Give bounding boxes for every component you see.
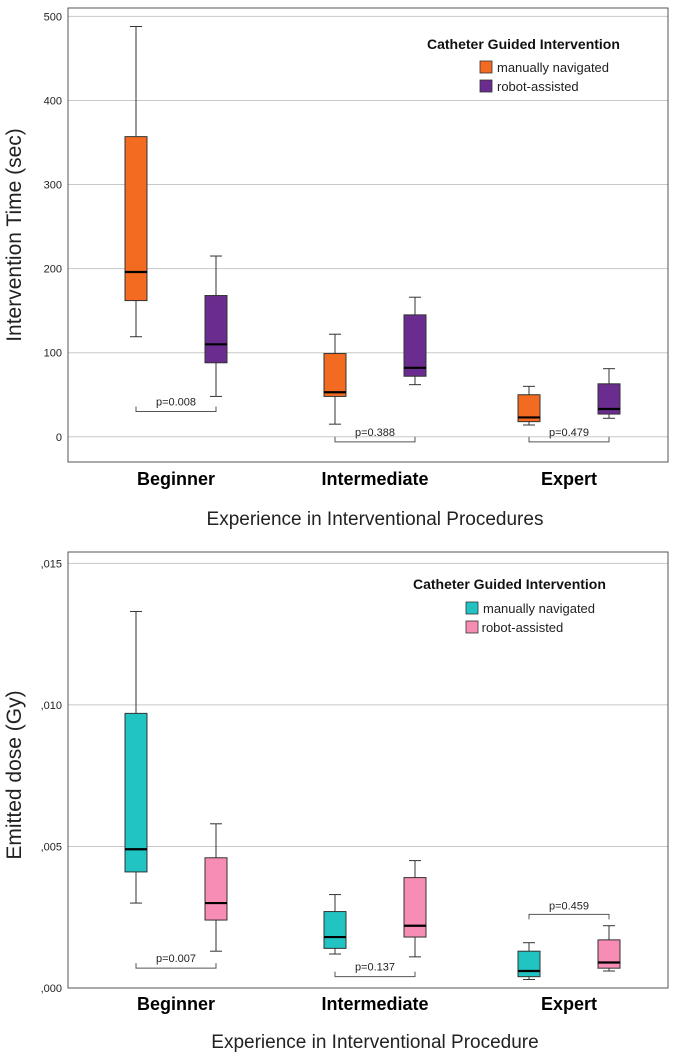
y-tick-label: 0 — [56, 432, 62, 444]
box-plots — [124, 610, 621, 981]
category-labels: Beginner Intermediate Expert — [137, 469, 597, 489]
p-value-bracket: p=0.479 — [528, 427, 610, 443]
box-iqr — [597, 383, 621, 415]
box-iqr — [403, 314, 427, 377]
p-value-label: p=0.008 — [156, 397, 196, 409]
gridlines — [68, 15, 668, 438]
y-axis-label: Intervention Time (sec) — [3, 128, 26, 342]
box-iqr — [323, 911, 347, 949]
p-value-label: p=0.007 — [156, 953, 196, 965]
box-plot — [323, 894, 347, 955]
box-plot — [597, 925, 621, 972]
category-label: Expert — [541, 469, 597, 489]
y-axis-label: Emitted dose (Gy) — [3, 690, 26, 859]
box-iqr — [204, 857, 228, 921]
y-tick-label: ,010 — [41, 700, 62, 712]
p-value-bracket: p=0.008 — [135, 397, 217, 413]
p-value-bracket: p=0.388 — [334, 427, 416, 443]
y-tick-labels: ,000 ,005 ,010 ,015 — [41, 558, 62, 995]
y-tick-label: 300 — [44, 180, 62, 192]
legend: Catheter Guided Intervention manually na… — [413, 576, 606, 635]
legend-item-robot: robot-assisted — [478, 620, 563, 635]
box-plot — [517, 385, 541, 426]
legend-item-manual: manually navigated — [483, 601, 595, 616]
legend-swatch-robot — [465, 620, 479, 634]
legend: Catheter Guided Intervention manually na… — [427, 36, 620, 94]
p-value-brackets: p=0.007 p=0.137 p=0.459 — [135, 900, 610, 978]
box-iqr — [124, 712, 148, 873]
box-plot — [323, 333, 347, 425]
bracket-line — [135, 963, 217, 969]
bracket-line — [528, 913, 610, 920]
y-tick-label: ,000 — [41, 983, 62, 995]
legend-title: Catheter Guided Intervention — [427, 36, 620, 52]
p-value-bracket: p=0.007 — [135, 953, 217, 969]
box-plot — [204, 823, 228, 952]
bracket-line — [334, 971, 416, 978]
x-axis-label: Experience in Interventional Procedures — [207, 509, 544, 530]
y-tick-label: 100 — [44, 348, 62, 360]
category-label: Intermediate — [321, 469, 428, 489]
legend-title: Catheter Guided Intervention — [413, 576, 606, 592]
y-tick-label: 200 — [44, 264, 62, 276]
bracket-line — [528, 436, 610, 443]
box-iqr — [403, 877, 427, 938]
box-iqr — [517, 394, 541, 423]
box-iqr — [204, 295, 228, 364]
category-labels: Beginner Intermediate Expert — [137, 994, 597, 1014]
p-value-label: p=0.388 — [355, 427, 395, 439]
box-iqr — [124, 136, 148, 302]
x-axis-label: Experience in Interventional Procedure — [211, 1032, 538, 1053]
y-tick-label: 400 — [44, 95, 62, 107]
legend-item-manual: manually navigated — [497, 60, 609, 75]
y-tick-label: ,015 — [41, 558, 62, 570]
box-iqr — [323, 353, 347, 397]
p-value-bracket: p=0.459 — [528, 900, 610, 920]
category-label: Expert — [541, 994, 597, 1014]
legend-swatch-manual — [465, 601, 479, 615]
legend-item-robot: robot-assisted — [497, 79, 579, 94]
bracket-line — [334, 436, 416, 443]
box-plot — [517, 942, 541, 981]
box-iqr — [517, 950, 541, 978]
box-plot — [403, 296, 427, 386]
p-value-label: p=0.479 — [549, 427, 589, 439]
emitted-dose-chart: ,000 ,005 ,010 ,015 p=0.007 p=0.137 p=0.459 B… — [3, 551, 669, 1053]
intervention-time-chart: 0 100 200 300 400 500 p=0.008 p=0.388 p=0.479 B… — [3, 7, 669, 530]
legend-swatch-robot — [479, 79, 493, 93]
box-iqr — [597, 939, 621, 969]
legend-swatch-manual — [479, 60, 493, 74]
y-tick-labels: 0 100 200 300 400 500 — [44, 11, 62, 443]
gridlines — [68, 562, 668, 989]
category-label: Beginner — [137, 469, 215, 489]
box-plot — [204, 255, 228, 397]
category-label: Beginner — [137, 994, 215, 1014]
category-label: Intermediate — [321, 994, 428, 1014]
box-plot — [124, 25, 148, 338]
p-value-label: p=0.459 — [549, 900, 589, 912]
box-plot — [597, 368, 621, 419]
p-value-brackets: p=0.008 p=0.388 p=0.479 — [135, 397, 610, 443]
bracket-line — [135, 406, 217, 413]
plot-frame — [67, 7, 669, 463]
plot-frame — [67, 551, 669, 989]
box-plot — [124, 610, 148, 904]
y-tick-label: ,005 — [41, 841, 62, 853]
p-value-label: p=0.137 — [355, 962, 395, 974]
box-plot — [403, 860, 427, 958]
box-plots — [124, 25, 621, 426]
p-value-bracket: p=0.137 — [334, 962, 416, 978]
y-tick-label: 500 — [44, 11, 62, 23]
